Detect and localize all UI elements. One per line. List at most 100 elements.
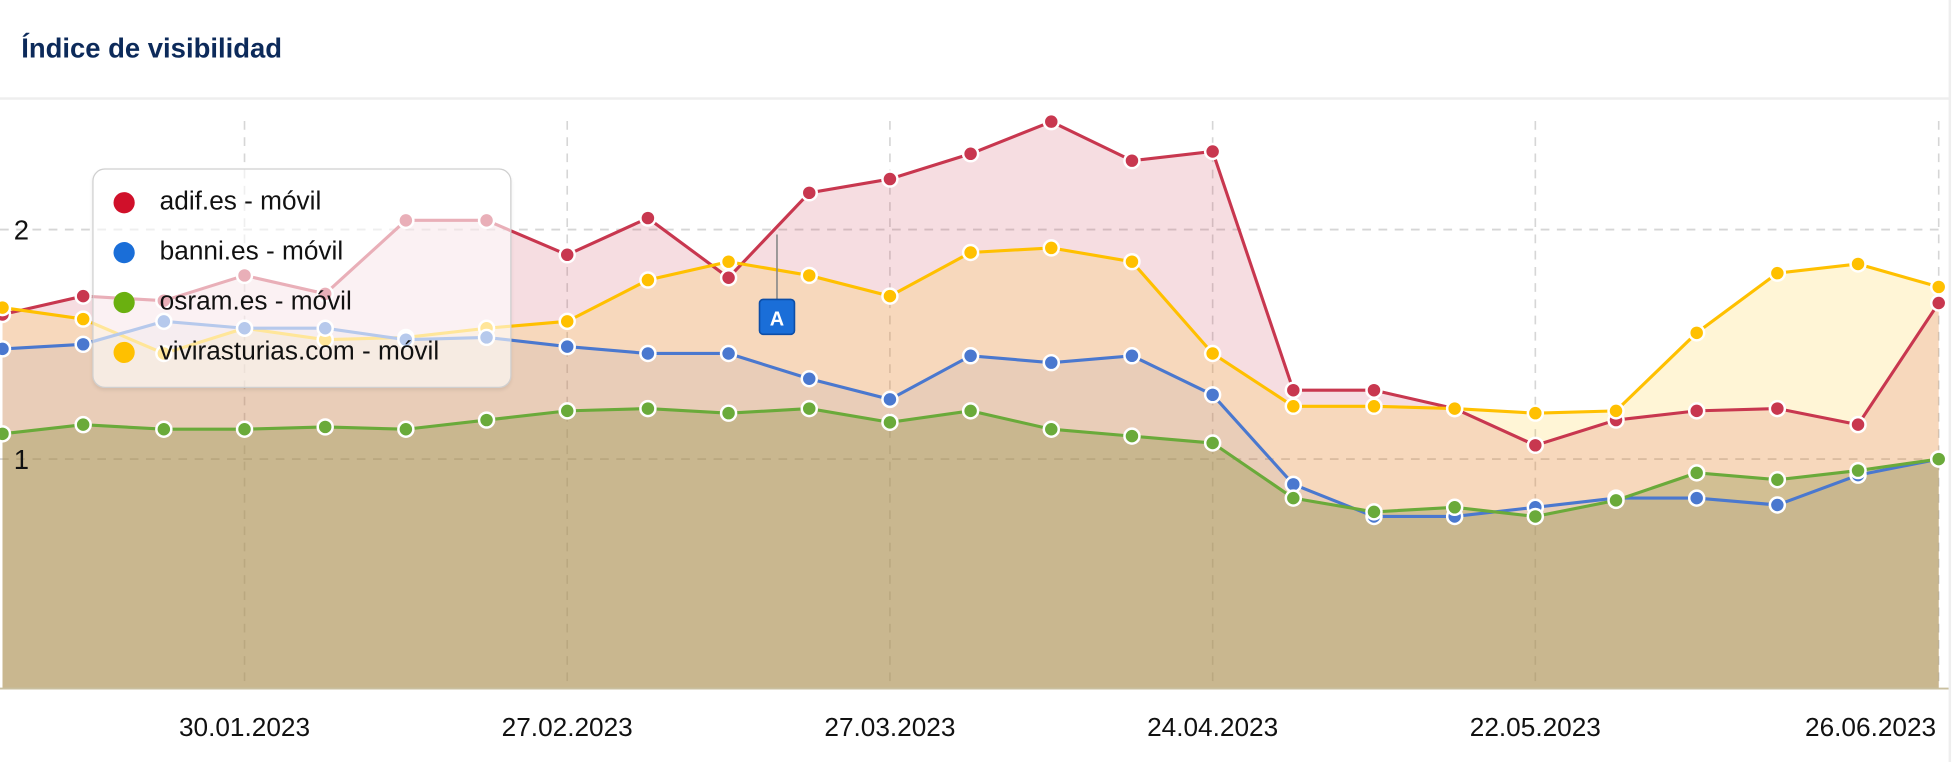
data-point[interactable] [1526,436,1545,455]
data-point[interactable] [1042,420,1061,438]
data-point[interactable] [74,310,92,328]
data-point[interactable] [1203,386,1222,404]
y-tick-label: 1 [14,444,29,475]
data-point[interactable] [961,347,980,365]
data-point[interactable] [1365,381,1383,399]
legend-marker-icon [113,241,135,263]
data-point[interactable] [719,404,738,422]
data-point[interactable] [800,370,818,388]
data-point[interactable] [558,337,576,356]
data-point[interactable] [0,298,12,317]
data-point[interactable] [1123,347,1141,365]
header-divider [0,97,1950,100]
data-point[interactable] [1203,142,1222,161]
data-point[interactable] [1526,507,1545,526]
y-tick-label: 2 [14,215,29,246]
data-point[interactable] [719,269,738,287]
data-point[interactable] [1123,252,1141,271]
data-point[interactable] [1768,399,1787,418]
data-point[interactable] [639,399,657,418]
data-point[interactable] [961,402,980,420]
data-point[interactable] [1849,255,1867,273]
data-point[interactable] [1284,397,1303,416]
data-point[interactable] [1768,264,1787,282]
legend-item[interactable]: adif.es - móvil [113,187,322,217]
data-point[interactable] [961,145,980,163]
data-point[interactable] [155,420,173,438]
data-point[interactable] [0,340,12,358]
data-point[interactable] [800,184,818,202]
x-tick-label: 27.03.2023 [824,712,955,742]
data-point[interactable] [558,312,576,331]
x-tick-label: 27.02.2023 [502,712,633,742]
data-point[interactable] [1687,402,1706,420]
data-point[interactable] [1687,464,1706,482]
data-point[interactable] [1123,151,1141,170]
data-point[interactable] [1445,399,1464,418]
legend-label: vivirasturias.com - móvil [159,336,440,366]
data-point[interactable] [74,287,92,305]
chart-legend: adif.es - móvil banni.es - móvil osram.es … [92,168,512,388]
data-point[interactable] [316,418,334,436]
data-point[interactable] [1526,404,1545,422]
annotation-marker[interactable] [758,298,796,336]
data-point[interactable] [800,399,818,418]
legend-item[interactable]: banni.es - móvil [113,237,344,267]
legend-label: adif.es - móvil [159,187,322,216]
data-point[interactable] [639,344,657,363]
data-point[interactable] [1849,461,1867,480]
legend-marker-icon [113,291,135,313]
x-tick-label: 24.04.2023 [1147,712,1278,742]
data-point[interactable] [235,420,254,438]
data-point[interactable] [1607,402,1625,420]
x-tick-label: 22.05.2023 [1470,712,1601,742]
data-point[interactable] [719,252,738,271]
data-point[interactable] [1042,239,1061,257]
data-point[interactable] [558,402,576,420]
data-point[interactable] [1203,344,1222,363]
data-point[interactable] [1929,294,1948,312]
data-point[interactable] [881,170,899,188]
data-point[interactable] [639,209,657,227]
data-point[interactable] [881,413,899,432]
data-point[interactable] [1929,450,1948,468]
data-point[interactable] [1445,498,1464,517]
data-point[interactable] [1203,434,1222,452]
data-point[interactable] [800,266,818,285]
legend-label: banni.es - móvil [159,237,344,266]
data-point[interactable] [74,335,92,354]
area-2 [2,408,1939,689]
data-point[interactable] [74,415,92,434]
data-point[interactable] [1284,489,1303,507]
annotation-label: A [770,309,784,331]
data-point[interactable] [1284,381,1303,399]
data-point[interactable] [1607,491,1625,510]
data-point[interactable] [1768,496,1787,514]
data-point[interactable] [397,420,415,438]
data-point[interactable] [1365,397,1383,416]
data-point[interactable] [1687,489,1706,507]
data-point[interactable] [1123,427,1141,445]
legend-label: osram.es - móvil [159,286,352,316]
data-point[interactable] [477,411,496,429]
data-point[interactable] [961,243,980,262]
data-point[interactable] [558,246,576,264]
legend-item[interactable]: osram.es - móvil [113,286,352,317]
x-tick-label: 26.06.2023 [1805,712,1936,742]
data-point[interactable] [1768,471,1787,489]
data-point[interactable] [1365,503,1383,521]
data-point[interactable] [1929,278,1948,296]
data-point[interactable] [881,287,899,305]
data-point[interactable] [1687,324,1706,342]
data-point[interactable] [1042,353,1061,372]
data-point[interactable] [1042,112,1061,131]
data-point[interactable] [639,271,657,289]
data-point[interactable] [1849,415,1867,434]
legend-marker-icon [113,191,135,213]
data-point[interactable] [719,344,738,363]
legend-item[interactable]: vivirasturias.com - móvil [113,336,440,367]
data-point[interactable] [0,425,12,443]
data-point[interactable] [881,390,899,409]
